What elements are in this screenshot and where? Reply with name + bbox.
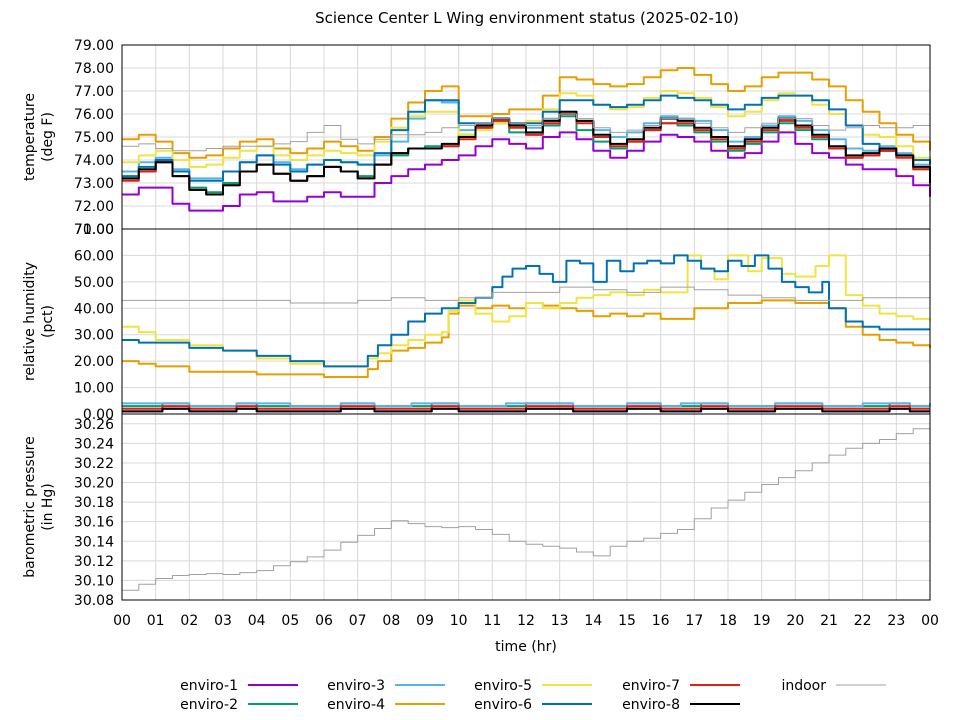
legend-label: enviro-2	[180, 697, 238, 713]
x-tick-label: 02	[180, 613, 198, 629]
chart-title: Science Center L Wing environment status…	[315, 9, 739, 27]
y-tick-label: 71.00	[74, 222, 114, 238]
legend-item-enviro-4: enviro-4	[327, 697, 445, 713]
x-tick-label: 23	[887, 613, 905, 629]
legend-item-enviro-3: enviro-3	[327, 678, 445, 694]
x-tick-label: 01	[147, 613, 165, 629]
y-tick-label: 30.00	[74, 328, 114, 344]
panel-frame	[121, 413, 931, 601]
y-tick-label: 70.00	[74, 222, 114, 238]
y-axis-label: temperature (deg F)	[22, 93, 56, 181]
y-tick-label: 30.24	[74, 436, 114, 452]
x-tick-label: 14	[584, 613, 602, 629]
y-tick-label: 72.00	[74, 199, 114, 215]
legend-label: indoor	[781, 678, 826, 694]
y-tick-label: 40.00	[74, 301, 114, 317]
legend: enviro-1 enviro-3 enviro-5 enviro-7 indoor en…	[180, 678, 886, 713]
y-tick-label: 77.00	[74, 84, 114, 100]
legend-label: enviro-7	[622, 678, 680, 694]
y-tick-label: 30.10	[74, 573, 114, 589]
x-tick-label: 22	[854, 613, 872, 629]
x-tick-label: 10	[450, 613, 468, 629]
legend-item-enviro-6: enviro-6	[474, 697, 592, 713]
y-tick-label: 30.18	[74, 495, 114, 511]
y-tick-label: 79.00	[74, 38, 114, 54]
x-tick-label: 00	[921, 613, 939, 629]
y-tick-label: 10.00	[74, 381, 114, 397]
legend-item-enviro-5: enviro-5	[474, 678, 592, 694]
x-tick-label: 18	[719, 613, 737, 629]
y-tick-label: 30.14	[74, 534, 114, 550]
legend-label: enviro-5	[474, 678, 532, 694]
series-line-enviro-8	[122, 407, 930, 413]
x-tick-label: 00	[113, 613, 131, 629]
y-axis-label: relative humidity (pct)	[22, 262, 56, 381]
y-tick-label: 30.12	[74, 554, 114, 570]
x-tick-label: 15	[618, 613, 636, 629]
legend-item-enviro-2: enviro-2	[180, 697, 298, 713]
series-line-enviro-7	[122, 405, 930, 410]
x-tick-label: 04	[248, 613, 266, 629]
y-tick-label: 30.22	[74, 456, 114, 472]
legend-item-enviro-1: enviro-1	[180, 678, 298, 694]
x-tick-label: 08	[382, 613, 400, 629]
y-axis-label: barometric pressure (in Hg)	[22, 436, 56, 577]
x-tick-label: 20	[786, 613, 804, 629]
y-tick-label: 73.00	[74, 176, 114, 192]
legend-item-enviro-7: enviro-7	[622, 678, 740, 694]
x-axis-label: time (hr)	[495, 639, 557, 655]
y-tick-label: 75.00	[74, 130, 114, 146]
y-tick-label: 0.00	[83, 407, 114, 423]
series-line-indoor	[122, 428, 931, 591]
series-line-enviro-6	[122, 254, 930, 368]
x-tick-label: 19	[753, 613, 771, 629]
x-tick-label: 06	[315, 613, 333, 629]
series-line-indoor	[122, 286, 931, 304]
y-tick-label: 30.08	[74, 593, 114, 609]
x-tick-label: 21	[820, 613, 838, 629]
panel-3: 30.26 30.24 30.22 30.20 30.18 30.16 30.14 30.12…	[22, 413, 931, 609]
series-line-enviro-8	[122, 110, 931, 196]
x-tick-label: 13	[551, 613, 569, 629]
series-line-indoor	[122, 113, 931, 152]
x-tick-label: 09	[416, 613, 434, 629]
x-tick-label: 16	[652, 613, 670, 629]
panel-2: 70.00 60.00 50.00 40.00 30.00 20.00 10.00 0.00 r…	[22, 222, 931, 423]
x-tick-label: 11	[483, 613, 501, 629]
series-line-enviro-1	[122, 131, 931, 212]
y-tick-label: 74.00	[74, 153, 114, 169]
y-tick-label: 30.26	[74, 417, 114, 433]
y-tick-label: 50.00	[74, 275, 114, 291]
y-tick-label: 76.00	[74, 107, 114, 123]
x-tick-label: 03	[214, 613, 232, 629]
legend-label: enviro-1	[180, 678, 238, 694]
x-tick-label: 05	[281, 613, 299, 629]
legend-label: enviro-6	[474, 697, 532, 713]
series-line-enviro-4	[122, 67, 931, 159]
x-tick-label: 17	[685, 613, 703, 629]
y-tick-label: 30.20	[74, 476, 114, 492]
x-tick-label: 07	[349, 613, 367, 629]
y-tick-label: 20.00	[74, 354, 114, 370]
y-tick-label: 30.16	[74, 515, 114, 531]
legend-label: enviro-8	[622, 697, 680, 713]
legend-label: enviro-3	[327, 678, 385, 694]
legend-label: enviro-4	[327, 697, 385, 713]
y-tick-label: 60.00	[74, 248, 114, 264]
y-tick-label: 78.00	[74, 61, 114, 77]
legend-item-indoor: indoor	[781, 678, 886, 694]
legend-item-enviro-8: enviro-8	[622, 697, 740, 713]
panel-1: 79.00 78.00 77.00 76.00 75.00 74.00 73.00 72.00…	[22, 38, 931, 238]
x-tick-label: 12	[517, 613, 535, 629]
series-line-enviro-3	[122, 402, 931, 408]
